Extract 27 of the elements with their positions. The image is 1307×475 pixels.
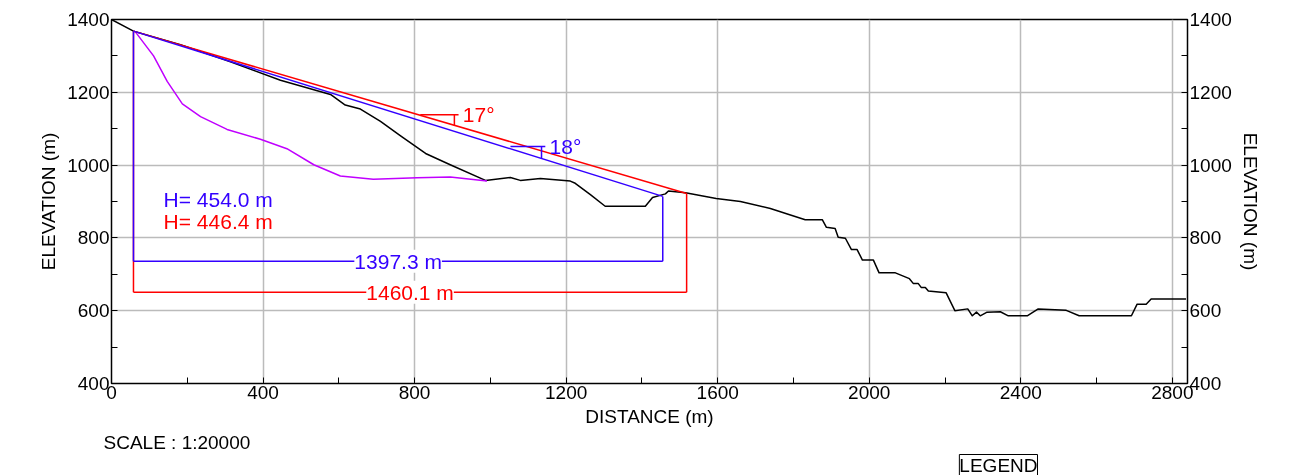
x-tick-label: 1200 xyxy=(545,381,588,403)
y2-axis-title: ELEVATION (m) xyxy=(1239,132,1261,271)
y2-tick-label: 600 xyxy=(1189,300,1222,322)
annotation: 17° xyxy=(462,103,495,127)
y-tick-label: 600 xyxy=(77,300,110,322)
y-tick-label: 1400 xyxy=(67,9,110,30)
x-axis-title: DISTANCE (m) xyxy=(585,405,714,427)
x-tick-label: 1600 xyxy=(696,381,739,403)
y2-tick-label: 800 xyxy=(1189,227,1222,249)
y-tick-label: 800 xyxy=(77,227,110,249)
series-label: 1460.1 m xyxy=(366,280,454,304)
y-axis-title: ELEVATION (m) xyxy=(38,132,60,271)
y2-tick-label: 1200 xyxy=(1189,81,1232,103)
y2-tick-label: 1000 xyxy=(1189,154,1232,176)
annotation: 18° xyxy=(549,135,582,159)
series-label: H= 446.4 m xyxy=(163,210,273,234)
y2-tick-label: 1400 xyxy=(1189,9,1232,30)
series-label: H= 454.0 m xyxy=(163,187,273,211)
text: SCALE : 1:20000 xyxy=(103,431,251,453)
x-tick-label: 2000 xyxy=(848,381,891,403)
x-tick-label: 800 xyxy=(398,381,431,403)
text: LEGEND xyxy=(959,454,1038,475)
series-label: 1397.3 m xyxy=(354,249,442,273)
x-tick-label: 2400 xyxy=(999,381,1042,403)
y-tick-label: 1200 xyxy=(67,81,110,103)
x-tick-label: 400 xyxy=(247,381,279,403)
y-tick-label: 1000 xyxy=(67,154,110,176)
